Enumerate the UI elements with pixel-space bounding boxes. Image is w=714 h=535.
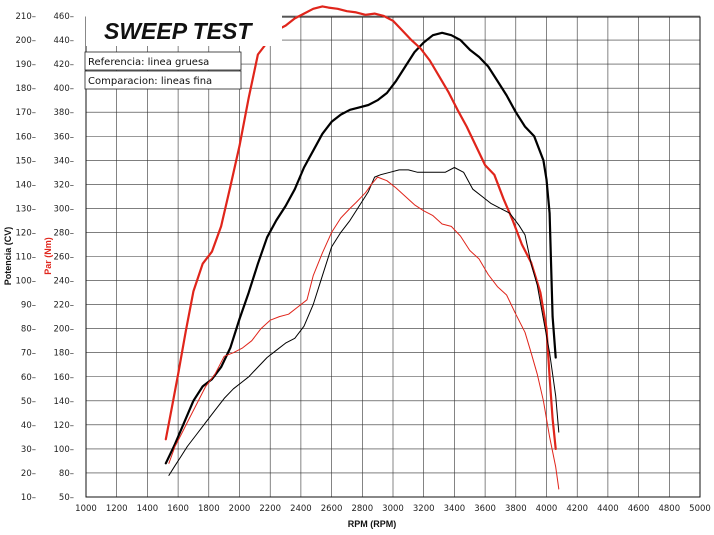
torque-tick-340: 340–	[54, 156, 74, 166]
torque-tick-240: 240–	[54, 277, 74, 287]
torque-tick-120: 120–	[54, 421, 74, 431]
rpm-tick-3200: 3200	[413, 504, 435, 514]
power-tick-170: 170–	[16, 108, 36, 118]
torque-tick-180: 180–	[54, 349, 74, 359]
power-tick-160: 160–	[16, 132, 36, 142]
rpm-tick-3800: 3800	[505, 504, 527, 514]
rpm-tick-1400: 1400	[137, 504, 159, 514]
power-tick-90: 90–	[21, 301, 36, 311]
power-axis: 10– 20– 30– 40– 50– 60– 70– 80– 90– 100– 110– 120– 1…	[16, 12, 36, 503]
grid-lines	[85, 15, 701, 498]
torque-tick-140: 140–	[54, 397, 74, 407]
power-tick-100: 100–	[16, 277, 36, 287]
power-tick-120: 120–	[16, 228, 36, 238]
torque-axis-label: Par (Nm)	[43, 237, 53, 275]
torque-tick-420: 420–	[54, 60, 74, 70]
torque-tick-460: 460–	[54, 12, 74, 22]
torque-tick-440: 440–	[54, 36, 74, 46]
power-tick-20: 20–	[21, 469, 36, 479]
power-tick-110: 110–	[16, 253, 36, 263]
power-tick-210: 210–	[16, 12, 36, 22]
rpm-tick-1600: 1600	[167, 504, 189, 514]
rpm-tick-1800: 1800	[198, 504, 220, 514]
torque-tick-200: 200–	[54, 325, 74, 335]
rpm-tick-1200: 1200	[106, 504, 128, 514]
legend-reference-label: Referencia: linea gruesa	[88, 57, 209, 68]
power-tick-40: 40–	[21, 421, 36, 431]
torque-tick-50: 50–	[59, 493, 74, 503]
rpm-tick-3400: 3400	[444, 504, 466, 514]
power-tick-50: 50–	[21, 397, 36, 407]
legend-box-comparison	[84, 70, 242, 90]
rpm-tick-4400: 4400	[597, 504, 619, 514]
rpm-tick-1000: 1000	[75, 504, 97, 514]
series-line-1	[164, 5, 557, 450]
rpm-tick-4600: 4600	[628, 504, 650, 514]
rpm-tick-4000: 4000	[536, 504, 558, 514]
torque-tick-220: 220–	[54, 301, 74, 311]
rpm-axis: 1000 1200 1400 1600 1800 2000 2200 2400 2600 2800…	[75, 504, 711, 514]
torque-tick-160: 160–	[54, 373, 74, 383]
power-tick-70: 70–	[21, 349, 36, 359]
power-tick-140: 140–	[16, 180, 36, 190]
power-tick-30: 30–	[21, 445, 36, 455]
rpm-tick-3600: 3600	[474, 504, 496, 514]
torque-tick-300: 300–	[54, 204, 74, 214]
torque-tick-260: 260–	[54, 253, 74, 263]
rpm-tick-2000: 2000	[229, 504, 251, 514]
power-tick-10: 10–	[21, 493, 36, 503]
torque-tick-80: 80–	[59, 469, 74, 479]
rpm-tick-2400: 2400	[290, 504, 312, 514]
rpm-tick-4800: 4800	[658, 504, 680, 514]
torque-tick-380: 380–	[54, 108, 74, 118]
series-lines	[164, 5, 560, 490]
torque-tick-360: 360–	[54, 132, 74, 142]
power-axis-label: Potencia (CV)	[3, 227, 13, 286]
series-line-0	[164, 31, 557, 465]
legend-box-reference	[84, 51, 242, 71]
torque-tick-320: 320–	[54, 180, 74, 190]
rpm-tick-3000: 3000	[382, 504, 404, 514]
rpm-tick-2800: 2800	[351, 504, 373, 514]
torque-tick-100: 100–	[54, 445, 74, 455]
title-box	[86, 14, 282, 46]
series-line-3	[168, 176, 560, 490]
rpm-tick-2200: 2200	[259, 504, 281, 514]
legend-comparison-label: Comparacion: lineas fina	[88, 76, 212, 87]
power-tick-60: 60–	[21, 373, 36, 383]
power-tick-180: 180–	[16, 84, 36, 94]
rpm-tick-4200: 4200	[566, 504, 588, 514]
power-tick-150: 150–	[16, 156, 36, 166]
power-tick-80: 80–	[21, 325, 36, 335]
x-axis-label: RPM (RPM)	[348, 519, 397, 529]
legend: Referencia: linea gruesa Comparacion: li…	[84, 51, 242, 90]
chart-title: SWEEP TEST	[104, 18, 253, 44]
torque-tick-400: 400–	[54, 84, 74, 94]
plot-frame	[85, 16, 701, 498]
power-tick-130: 130–	[16, 204, 36, 214]
torque-tick-280: 280–	[54, 228, 74, 238]
rpm-tick-5000: 5000	[689, 504, 711, 514]
power-tick-200: 200–	[16, 36, 36, 46]
torque-axis: 50– 80– 100– 120– 140– 160– 180– 200– 220– 240– 26…	[54, 12, 74, 503]
power-tick-190: 190–	[16, 60, 36, 70]
rpm-tick-2600: 2600	[321, 504, 343, 514]
